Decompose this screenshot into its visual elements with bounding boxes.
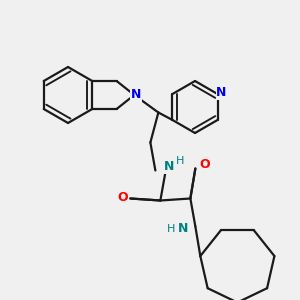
Text: N: N [131, 88, 141, 101]
Text: N: N [216, 86, 227, 100]
Text: H: H [167, 224, 176, 233]
Text: H: H [176, 155, 184, 166]
Text: O: O [117, 191, 128, 204]
Text: N: N [164, 160, 175, 173]
Text: N: N [178, 222, 189, 235]
Text: O: O [199, 158, 210, 171]
